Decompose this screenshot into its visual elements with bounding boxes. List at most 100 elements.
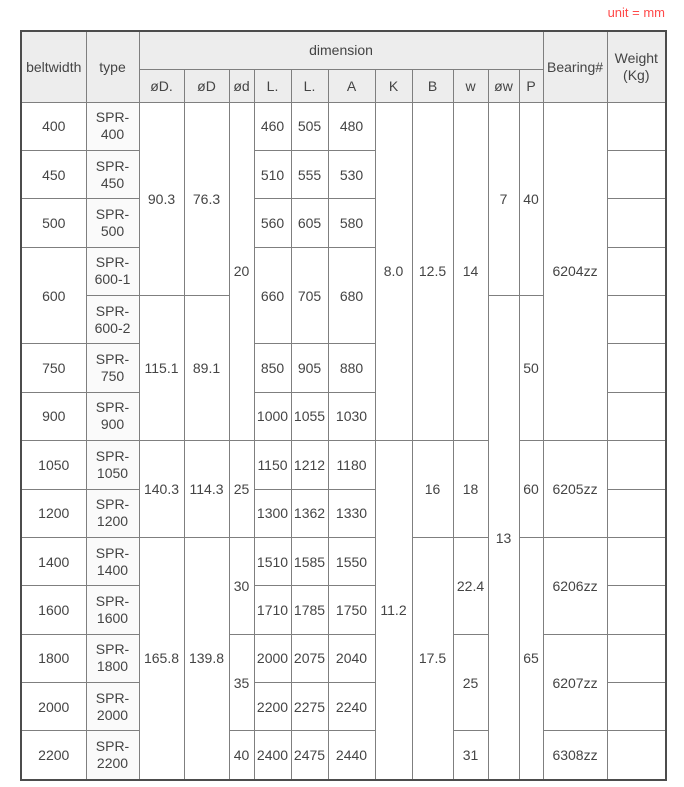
dim-A-cell: 1030 — [327, 391, 376, 442]
subheader-B: B — [411, 68, 454, 103]
type-suffix: 1400 — [96, 561, 129, 578]
type-cell: SPR- 1200 — [85, 488, 140, 538]
dim-L2-cell: 555 — [290, 149, 329, 200]
table-row: 1050 SPR- 1050 140.3 114.3 25 1150 1212 … — [20, 440, 667, 781]
type-cell: SPR- 2200 — [85, 730, 140, 781]
dim-L1-cell: 1000 — [253, 391, 292, 442]
type-suffix: 400 — [100, 126, 125, 143]
table-row: 450 SPR- 450 510 555 530 — [20, 149, 667, 200]
dim-L2-cell: 905 — [290, 343, 329, 393]
dim-ow-cell: 13 — [487, 295, 520, 781]
subheader-P: P — [518, 68, 544, 103]
type-suffix: 900 — [100, 416, 125, 433]
subheader-ow: øw — [487, 68, 520, 103]
header-dimension: dimension — [138, 30, 544, 70]
weight-cell — [606, 101, 667, 151]
table-row: SPR- 600-2 115.1 89.1 13 50 — [21, 294, 667, 781]
bearing-cell: 6206zz — [542, 536, 608, 635]
type-prefix: SPR- — [95, 302, 130, 319]
dim-w-cell: 25 — [452, 633, 489, 732]
table-row: 2200 SPR- 2200 40 2400 2475 2440 31 6308… — [20, 730, 667, 781]
type-suffix: 1600 — [96, 609, 129, 626]
type-suffix: 2200 — [96, 755, 129, 772]
type-prefix: SPR- — [95, 351, 130, 368]
type-suffix: 600-2 — [94, 319, 131, 336]
type-prefix: SPR- — [95, 254, 130, 271]
dim-oD1-cell: 115.1 — [138, 294, 185, 442]
dim-A-cell: 680 — [327, 246, 376, 345]
dim-L1-cell: 2000 — [253, 633, 292, 684]
dim-ow-cell: 7 — [487, 101, 520, 296]
dim-L2-cell: 2275 — [290, 681, 329, 732]
dim-K-cell: 11.2 — [374, 440, 413, 781]
type-cell: SPR- 750 — [85, 343, 140, 393]
dim-L2-cell: 605 — [290, 198, 329, 248]
beltwidth-cell: 1600 — [20, 585, 87, 635]
dim-w-cell: 18 — [452, 440, 489, 538]
beltwidth-cell: 600 — [20, 246, 87, 345]
dim-A-cell: 530 — [327, 149, 376, 200]
type-suffix: 500 — [100, 222, 125, 239]
type-cell: SPR- 600-2 — [85, 294, 140, 345]
weight-cell — [606, 149, 667, 200]
type-cell: SPR- 2000 — [85, 681, 140, 732]
dim-A-cell: 1550 — [327, 536, 376, 587]
dim-od-cell: 35 — [228, 633, 255, 732]
weight-cell — [606, 440, 667, 490]
table-row: 400 SPR- 400 90.3 76.3 20 460 505 480 8.… — [20, 101, 667, 442]
type-prefix: SPR- — [95, 544, 130, 561]
subheader-od: ød — [228, 68, 255, 103]
weight-cell — [606, 536, 667, 587]
subheader-w: w — [452, 68, 489, 103]
dim-L2-cell: 505 — [290, 101, 329, 151]
header-weight-line1: Weight — [614, 49, 658, 66]
header-beltwidth: beltwidth — [20, 30, 87, 103]
dim-oD2-cell: 89.1 — [183, 294, 230, 442]
type-cell: SPR- 400 — [85, 101, 140, 151]
dim-L1-cell: 510 — [253, 149, 292, 200]
dim-L1-cell: 660 — [253, 246, 292, 345]
type-prefix: SPR- — [95, 205, 130, 222]
subheader-oD1: øD. — [138, 68, 185, 103]
dim-L2-cell: 1362 — [290, 488, 329, 538]
type-cell: SPR- 1050 — [85, 440, 140, 490]
weight-cell — [606, 294, 667, 345]
beltwidth-cell: 1800 — [20, 633, 87, 684]
type-prefix: SPR- — [95, 109, 130, 126]
dim-L1-cell: 1510 — [253, 536, 292, 587]
type-suffix: 600-1 — [94, 271, 131, 288]
type-prefix: SPR- — [95, 592, 130, 609]
table-row: 1600 SPR- 1600 1710 1785 1750 — [20, 585, 667, 635]
dim-A-cell: 580 — [327, 198, 376, 248]
type-prefix: SPR- — [95, 641, 130, 658]
type-prefix: SPR- — [95, 689, 130, 706]
beltwidth-cell: 400 — [20, 101, 87, 151]
header-bearing: Bearing# — [542, 30, 608, 103]
dim-L1-cell: 1710 — [253, 585, 292, 635]
dim-P-cell: 65 — [518, 536, 544, 781]
beltwidth-cell: 500 — [20, 198, 87, 248]
weight-cell — [606, 246, 667, 297]
dim-A-cell: 2240 — [327, 681, 376, 732]
bearing-cell: 6308zz — [542, 730, 608, 781]
type-cell: SPR- 1600 — [85, 585, 140, 635]
dim-oD2-cell: 76.3 — [183, 101, 230, 296]
subheader-A: A — [327, 68, 376, 103]
subheader-K: K — [374, 68, 413, 103]
beltwidth-cell: 750 — [20, 343, 87, 393]
dim-w-cell: 14 — [452, 101, 489, 442]
weight-cell — [606, 730, 667, 781]
type-cell: SPR- 1800 — [85, 633, 140, 684]
weight-cell — [606, 488, 667, 538]
type-suffix: 2000 — [96, 706, 129, 723]
type-suffix: 1200 — [96, 513, 129, 530]
dim-B-cell: 17.5 — [411, 536, 454, 781]
dim-oD1-cell: 140.3 — [138, 440, 185, 538]
dim-L2-cell: 705 — [290, 246, 329, 345]
dim-A-cell: 880 — [327, 343, 376, 393]
type-prefix: SPR- — [95, 738, 130, 755]
weight-cell — [606, 585, 667, 635]
dim-P-cell: 60 — [518, 440, 544, 538]
type-cell: SPR- 1400 — [85, 536, 140, 587]
